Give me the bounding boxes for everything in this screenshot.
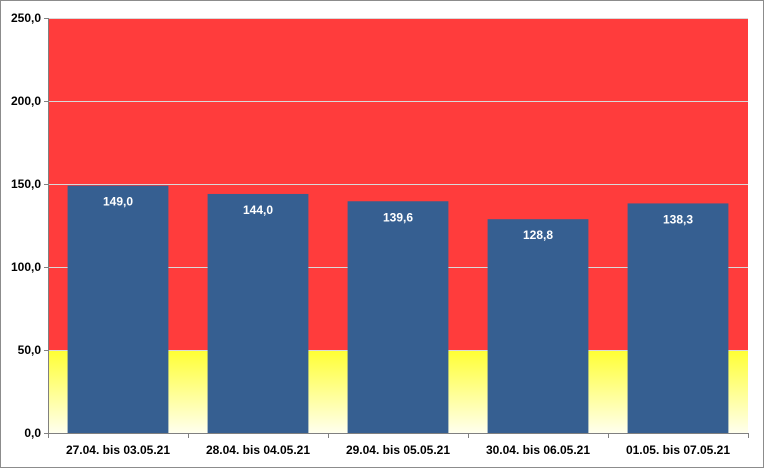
data-label: 139,6 <box>383 210 413 224</box>
data-label: 144,0 <box>243 203 273 217</box>
x-tick-label: 27.04. bis 03.05.21 <box>66 443 170 457</box>
x-tick-label: 01.05. bis 07.05.21 <box>626 443 730 457</box>
y-tick-label: 50,0 <box>18 343 42 357</box>
bar-0 <box>67 185 169 433</box>
x-tick-label: 28.04. bis 04.05.21 <box>206 443 310 457</box>
x-tick-label: 30.04. bis 06.05.21 <box>486 443 590 457</box>
y-tick-label: 150,0 <box>11 177 41 191</box>
y-tick-label: 200,0 <box>11 94 41 108</box>
data-label: 128,8 <box>523 228 553 242</box>
bar-1 <box>207 193 309 433</box>
y-tick-label: 250,0 <box>11 11 41 25</box>
y-tick-label: 100,0 <box>11 260 41 274</box>
data-label: 138,3 <box>663 212 693 226</box>
bar-2 <box>347 201 449 433</box>
bar-4 <box>627 203 729 433</box>
x-tick-label: 29.04. bis 05.05.21 <box>346 443 450 457</box>
bar-3 <box>487 219 589 433</box>
y-tick-label: 0,0 <box>24 426 41 440</box>
data-label: 149,0 <box>103 195 133 209</box>
